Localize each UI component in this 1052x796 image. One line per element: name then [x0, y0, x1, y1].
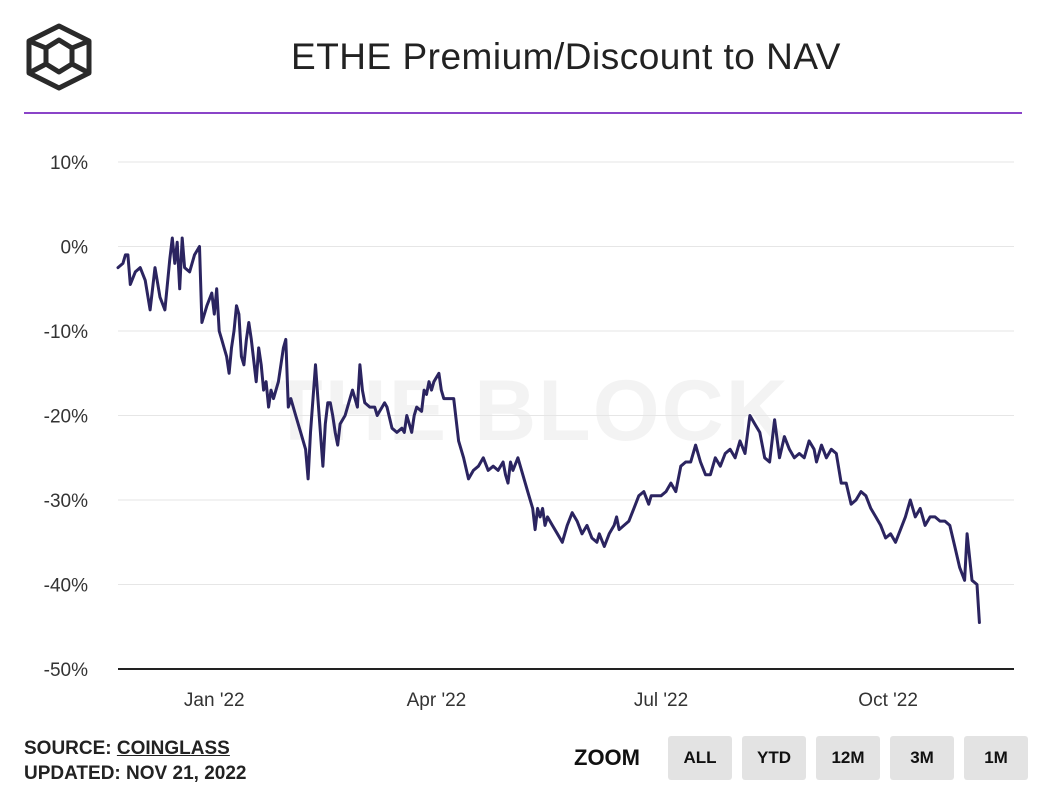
zoom-button-3m[interactable]: 3M — [890, 736, 954, 780]
updated-line: UPDATED: NOV 21, 2022 — [24, 761, 246, 786]
x-tick-label: Jan '22 — [184, 690, 245, 711]
watermark: THE BLOCK — [270, 363, 790, 459]
zoom-button-ytd[interactable]: YTD — [742, 736, 806, 780]
y-tick-label: 0% — [61, 238, 89, 259]
zoom-controls: ZOOM ALL YTD 12M 3M 1M — [574, 736, 1028, 780]
y-tick-label: -20% — [44, 407, 88, 428]
gridlines — [118, 161, 1014, 585]
x-tick-label: Oct '22 — [858, 690, 918, 711]
y-tick-label: -30% — [44, 491, 88, 512]
source-label: SOURCE: — [24, 738, 112, 759]
title-divider — [24, 112, 1022, 114]
y-tick-label: -10% — [44, 322, 88, 343]
zoom-label: ZOOM — [574, 745, 640, 770]
zoom-button-1m[interactable]: 1M — [964, 736, 1028, 780]
y-tick-label: -50% — [44, 660, 88, 681]
y-tick-label: 10% — [50, 153, 88, 174]
source-line: SOURCE: COINGLASS — [24, 736, 246, 761]
updated-label: UPDATED: — [24, 763, 121, 784]
x-axis-ticks: Jan '22 Apr '22 Jul '22 Oct '22 — [184, 690, 918, 711]
updated-date: NOV 21, 2022 — [126, 763, 247, 784]
chart-title: ETHE Premium/Discount to NAV — [291, 36, 841, 77]
y-tick-label: -40% — [44, 576, 88, 597]
zoom-button-12m[interactable]: 12M — [816, 736, 880, 780]
the-block-cube-logo-icon — [26, 23, 92, 91]
chart-area: THE BLOCK 10% 0% -10% -20% -30% -40% -50% Jan … — [44, 153, 1014, 711]
zoom-button-all[interactable]: ALL — [668, 736, 732, 780]
series-line-ethe-premium[interactable] — [116, 236, 981, 624]
y-axis-ticks: 10% 0% -10% -20% -30% -40% -50% — [44, 153, 88, 681]
source-block: SOURCE: COINGLASS UPDATED: NOV 21, 2022 — [24, 736, 246, 786]
source-link[interactable]: COINGLASS — [116, 738, 230, 759]
x-tick-label: Jul '22 — [634, 690, 688, 711]
x-tick-label: Apr '22 — [407, 690, 467, 711]
